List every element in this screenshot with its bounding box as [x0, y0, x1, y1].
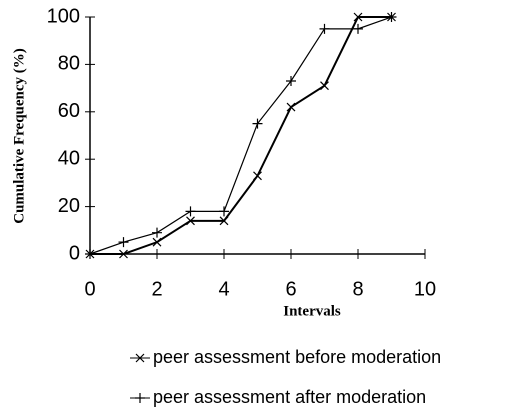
marker	[386, 12, 397, 22]
marker	[119, 249, 128, 259]
line	[90, 16, 392, 255]
y-tick-label: 0	[69, 242, 80, 264]
marker	[320, 81, 329, 91]
line	[89, 16, 392, 255]
marker	[118, 237, 129, 248]
x-axis-label: Intervals	[283, 303, 341, 319]
y-axis-label: Cumulative Frequency (%)	[11, 48, 27, 224]
marker	[252, 118, 263, 129]
y-tick-label: 40	[58, 147, 80, 169]
marker	[353, 12, 363, 22]
marker	[353, 23, 363, 34]
x-tick-label: 10	[414, 278, 436, 300]
marker	[186, 216, 195, 226]
marker	[152, 237, 162, 247]
x-tick-label: 0	[84, 278, 95, 300]
y-tick-label: 100	[47, 5, 80, 27]
x-tick-label: 8	[352, 278, 363, 300]
marker	[185, 206, 196, 217]
legend-label: peer assessment after moderation	[153, 387, 426, 407]
marker	[152, 227, 162, 238]
x-tick-label: 4	[218, 278, 229, 300]
legend-marker	[135, 353, 145, 363]
marker	[219, 216, 229, 226]
marker	[85, 249, 95, 259]
marker	[253, 171, 262, 181]
y-tick-label: 20	[58, 195, 80, 217]
marker	[286, 75, 296, 86]
legend-label: peer assessment before moderation	[153, 347, 441, 367]
x-tick-label: 6	[285, 278, 296, 300]
y-tick-label: 60	[58, 100, 80, 122]
y-tick-label: 80	[58, 53, 80, 75]
marker	[286, 102, 296, 112]
legend-marker	[135, 393, 145, 403]
x-tick-label: 2	[151, 278, 162, 300]
marker	[319, 23, 330, 34]
marker	[219, 206, 229, 217]
